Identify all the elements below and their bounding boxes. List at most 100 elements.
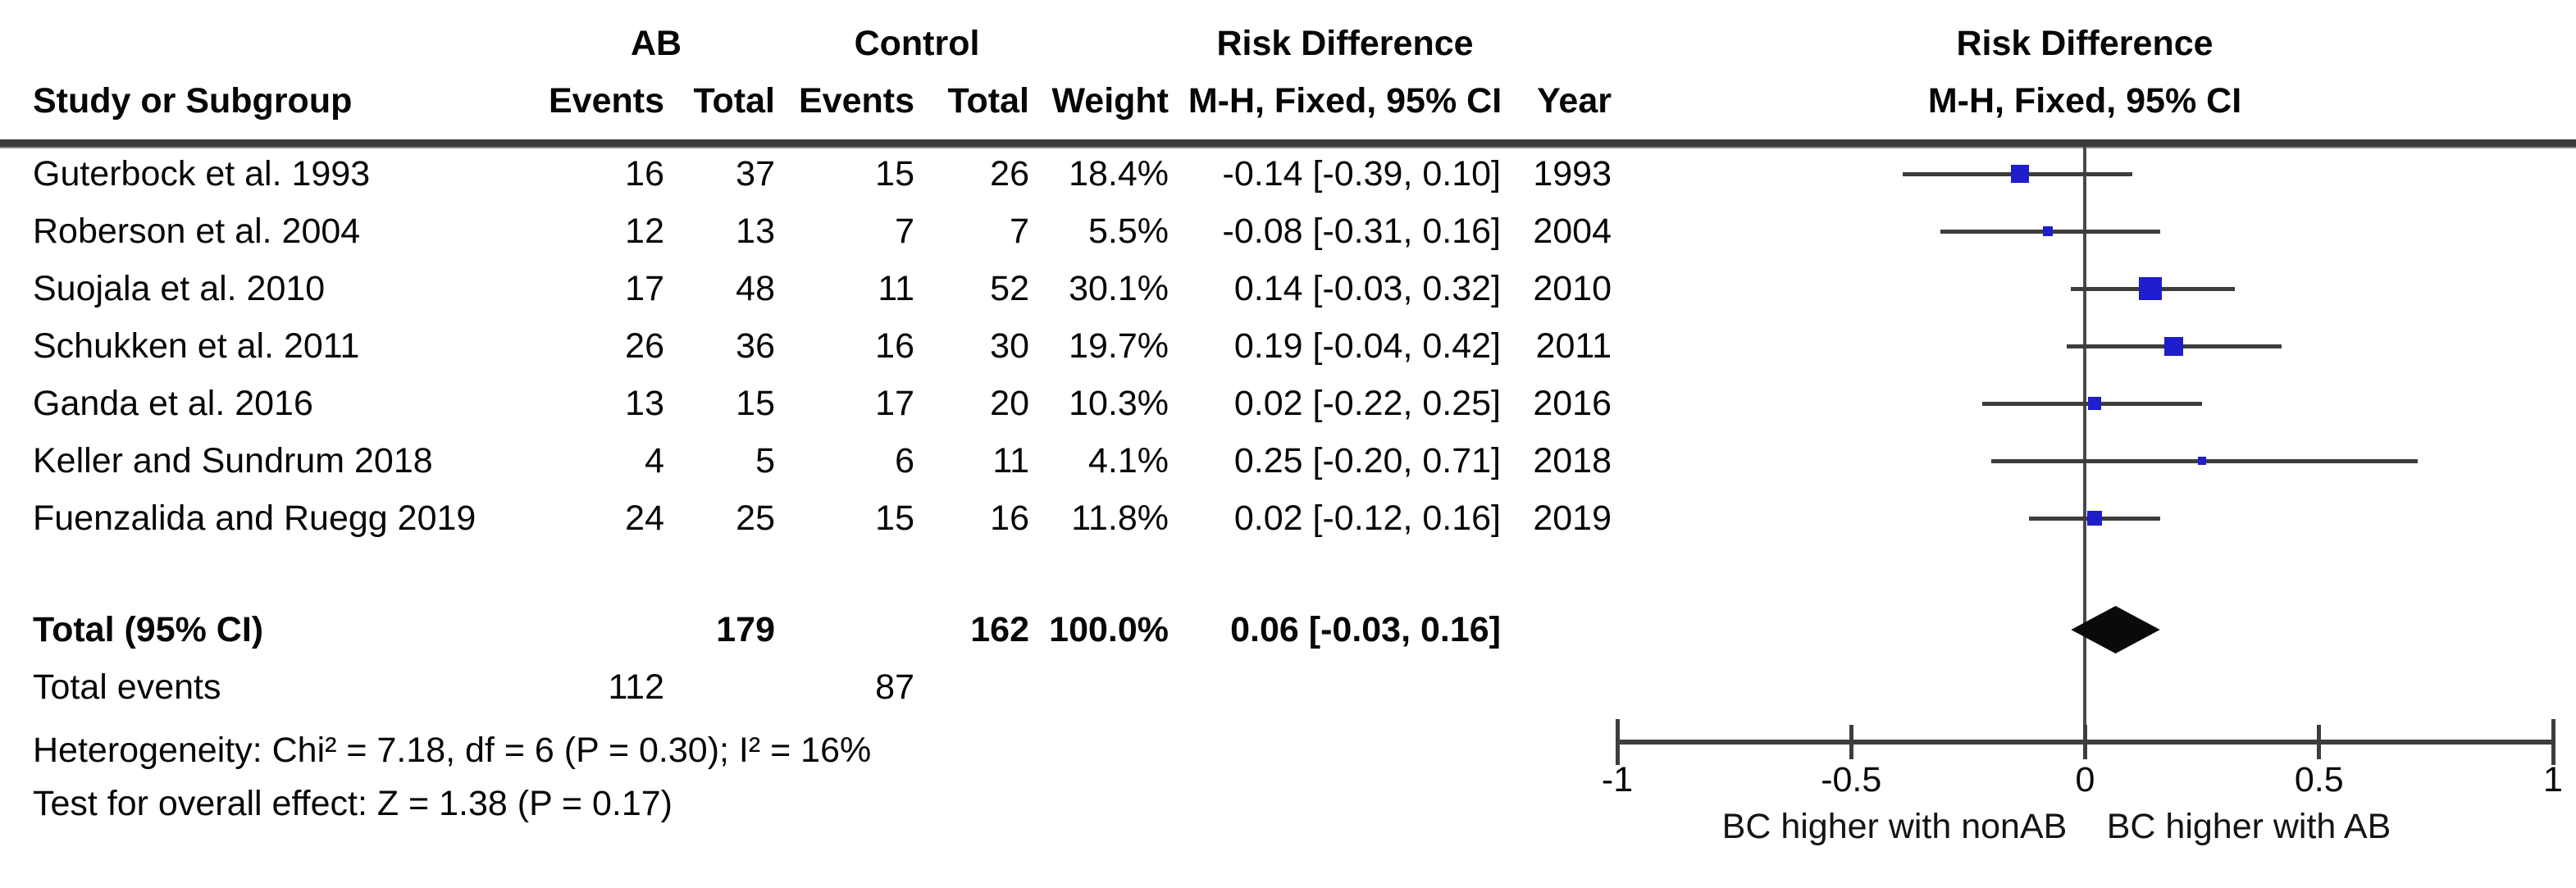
- study-weight: 4.1%: [1087, 441, 1169, 480]
- study-control-events: 6: [895, 441, 914, 480]
- study-weight: 5.5%: [1087, 212, 1169, 251]
- study-control-total: 16: [990, 499, 1029, 538]
- total-events-control: 87: [875, 667, 914, 707]
- overall-effect-test: Test for overall effect: Z = 1.38 (P = 0…: [33, 784, 672, 823]
- study-ci-text: 0.25 [-0.20, 0.71]: [1233, 441, 1501, 480]
- effect-square: [2164, 336, 2184, 356]
- study-ab-events: 26: [625, 326, 664, 366]
- effect-square: [2139, 277, 2163, 300]
- study-control-total: 20: [990, 384, 1029, 423]
- study-ab-events: 13: [625, 384, 664, 423]
- header-events-control: Events: [798, 81, 914, 121]
- header-separator-line: [0, 139, 2576, 148]
- study-year: 2018: [1533, 441, 1612, 480]
- header-events-ab: Events: [548, 81, 664, 121]
- total-control-total: 162: [970, 610, 1029, 649]
- study-year: 1993: [1533, 154, 1612, 194]
- study-year: 2004: [1533, 212, 1612, 251]
- study-name: Guterbock et al. 1993: [33, 154, 371, 194]
- header-effect-sub: M-H, Fixed, 95% CI: [1188, 81, 1502, 121]
- study-control-events: 17: [875, 384, 914, 423]
- study-year: 2016: [1533, 384, 1612, 423]
- study-weight: 10.3%: [1069, 384, 1169, 423]
- study-weight: 19.7%: [1069, 326, 1169, 366]
- header-effect-measure: Risk Difference: [1216, 24, 1474, 63]
- effect-square: [2010, 165, 2029, 183]
- header-group-ab: AB: [630, 24, 682, 63]
- header-year: Year: [1537, 81, 1612, 121]
- study-year: 2019: [1533, 499, 1612, 538]
- axis-tick: [2551, 719, 2555, 765]
- heterogeneity-stats: Heterogeneity: Chi² = 7.18, df = 6 (P = …: [33, 731, 872, 770]
- study-ab-total: 5: [755, 441, 775, 480]
- header-total-ab: Total: [693, 81, 775, 121]
- study-year: 2010: [1533, 269, 1612, 308]
- effect-square: [2086, 511, 2102, 526]
- study-control-total: 52: [990, 269, 1029, 308]
- axis-tick: [2083, 725, 2087, 759]
- total-events-label: Total events: [33, 667, 221, 707]
- x-axis-label-right: BC higher with AB: [2106, 807, 2391, 846]
- axis-tick: [2317, 725, 2322, 759]
- study-control-total: 7: [1010, 212, 1029, 251]
- study-control-total: 26: [990, 154, 1029, 194]
- header-weight: Weight: [1051, 81, 1169, 121]
- study-ab-total: 25: [736, 499, 775, 538]
- study-ab-total: 13: [736, 212, 775, 251]
- axis-tick: [1615, 719, 1620, 765]
- header-group-control: Control: [854, 24, 980, 63]
- effect-square: [2042, 226, 2053, 236]
- study-weight: 11.8%: [1071, 499, 1169, 538]
- study-ci-text: 0.02 [-0.12, 0.16]: [1233, 499, 1501, 538]
- axis-tick-label: -1: [1601, 760, 1634, 799]
- total-row-label: Total (95% CI): [33, 610, 264, 649]
- study-name: Schukken et al. 2011: [33, 326, 360, 366]
- study-ab-events: 24: [625, 499, 664, 538]
- x-axis-label-left: BC higher with nonAB: [1721, 807, 2068, 846]
- study-weight: 18.4%: [1069, 154, 1169, 194]
- study-ab-total: 36: [736, 326, 775, 366]
- study-ci-text: 0.02 [-0.22, 0.25]: [1233, 384, 1501, 423]
- study-control-events: 15: [875, 154, 914, 194]
- study-name: Roberson et al. 2004: [33, 212, 361, 251]
- study-name: Ganda et al. 2016: [33, 384, 313, 423]
- study-ci-text: -0.08 [-0.31, 0.16]: [1222, 212, 1501, 251]
- study-name: Keller and Sundrum 2018: [33, 441, 433, 480]
- study-ab-events: 12: [625, 212, 664, 251]
- study-ab-events: 16: [625, 154, 664, 194]
- study-control-events: 11: [878, 269, 914, 308]
- study-year: 2011: [1535, 326, 1612, 366]
- study-ci-text: 0.14 [-0.03, 0.32]: [1233, 269, 1501, 308]
- axis-tick-label: 1: [2543, 760, 2563, 799]
- effect-square: [2198, 457, 2207, 465]
- header-study-col: Study or Subgroup: [33, 81, 353, 121]
- study-control-events: 7: [895, 212, 914, 251]
- study-ab-events: 4: [645, 441, 664, 480]
- study-control-total: 30: [990, 326, 1029, 366]
- axis-tick-label: 0: [2075, 760, 2095, 799]
- study-ab-events: 17: [625, 269, 664, 308]
- study-weight: 30.1%: [1069, 269, 1169, 308]
- total-ab-total: 179: [716, 610, 775, 649]
- total-weight: 100.0%: [1049, 610, 1169, 649]
- axis-tick-label: 0.5: [2294, 760, 2344, 799]
- study-ci-text: 0.19 [-0.04, 0.42]: [1233, 326, 1501, 366]
- total-estimate: 0.06 [-0.03, 0.16]: [1230, 610, 1501, 649]
- total-events-ab: 112: [608, 667, 664, 707]
- study-name: Fuenzalida and Ruegg 2019: [33, 499, 476, 538]
- study-control-events: 16: [875, 326, 914, 366]
- study-ab-total: 37: [736, 154, 775, 194]
- zero-reference-line: [2083, 147, 2086, 742]
- study-control-total: 11: [992, 441, 1029, 480]
- axis-tick-label: -0.5: [1821, 760, 1882, 799]
- plot-title: Risk Difference: [1956, 24, 2214, 63]
- study-ab-total: 48: [736, 269, 775, 308]
- plot-subtitle: M-H, Fixed, 95% CI: [1927, 81, 2242, 121]
- study-control-events: 15: [875, 499, 914, 538]
- axis-tick: [1849, 725, 1853, 759]
- effect-square: [2087, 397, 2101, 410]
- study-ci-text: -0.14 [-0.39, 0.10]: [1222, 154, 1501, 194]
- study-ab-total: 15: [736, 384, 775, 423]
- study-name: Suojala et al. 2010: [33, 269, 326, 308]
